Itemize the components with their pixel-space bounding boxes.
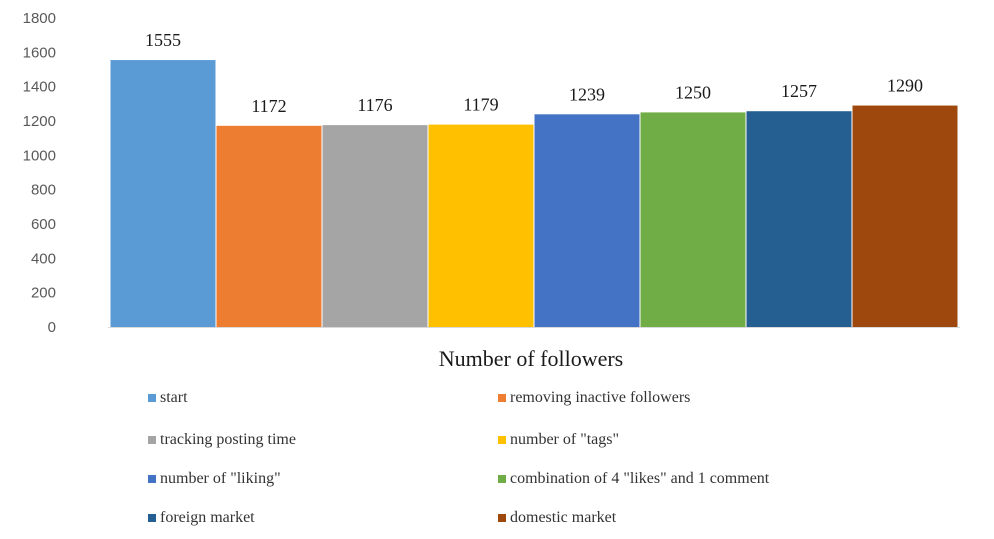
- data-label: 1257: [781, 81, 817, 101]
- bars: [110, 60, 958, 328]
- legend-swatch: [498, 436, 506, 444]
- bar: [746, 111, 852, 327]
- legend-label: tracking posting time: [160, 431, 296, 448]
- bar: [640, 112, 746, 328]
- y-tick-label: 1000: [23, 147, 56, 164]
- y-tick-label: 1600: [23, 44, 56, 61]
- legend-item: combination of 4 "likes" and 1 comment: [498, 468, 769, 490]
- data-label: 1179: [463, 95, 498, 115]
- data-label: 1176: [357, 95, 392, 115]
- legend-label: number of "liking": [160, 470, 281, 487]
- data-label: 1239: [569, 84, 605, 104]
- y-tick-label: 1400: [23, 79, 56, 96]
- bar: [852, 105, 958, 327]
- data-label: 1250: [675, 82, 711, 102]
- legend-swatch: [498, 514, 506, 522]
- y-axis-ticks: 0 200 400 600 800 1000 1200 1400 1600 1800: [23, 10, 56, 336]
- legend-label: domestic market: [510, 509, 617, 526]
- bar: [216, 125, 322, 327]
- legend-item: number of "liking": [148, 468, 281, 490]
- x-axis-title: Number of followers: [439, 346, 624, 371]
- legend-item: domestic market: [498, 507, 616, 529]
- data-label: 1555: [145, 30, 181, 50]
- data-label: 1290: [887, 76, 923, 96]
- legend-label: removing inactive followers: [510, 389, 691, 406]
- bar: [322, 125, 428, 328]
- legend-item: tracking posting time: [148, 429, 296, 451]
- data-label: 1172: [251, 96, 286, 116]
- legend-swatch: [148, 436, 156, 444]
- bar: [110, 60, 216, 327]
- data-labels: 1555 1172 1176 1179 1239 1250 1257 1290: [145, 30, 923, 116]
- legend-item: removing inactive followers: [498, 387, 690, 409]
- bar: [428, 124, 534, 327]
- y-tick-label: 1200: [23, 113, 56, 130]
- legend-swatch: [498, 394, 506, 402]
- y-tick-label: 800: [31, 182, 56, 199]
- y-tick-label: 600: [31, 216, 56, 233]
- legend-label: foreign market: [160, 509, 255, 526]
- y-tick-label: 0: [48, 319, 56, 336]
- legend-item: number of "tags": [498, 429, 619, 451]
- legend-label: combination of 4 "likes" and 1 comment: [510, 470, 770, 487]
- legend-swatch: [498, 475, 506, 483]
- legend-swatch: [148, 514, 156, 522]
- y-tick-label: 200: [31, 285, 56, 302]
- y-tick-label: 1800: [23, 10, 56, 27]
- legend-swatch: [148, 475, 156, 483]
- legend-item: foreign market: [148, 507, 255, 529]
- legend-swatch: [148, 394, 156, 402]
- legend-item: start: [148, 387, 188, 409]
- legend-label: start: [160, 389, 188, 406]
- y-tick-label: 400: [31, 250, 56, 267]
- bar: [534, 114, 640, 328]
- legend-label: number of "tags": [510, 431, 620, 448]
